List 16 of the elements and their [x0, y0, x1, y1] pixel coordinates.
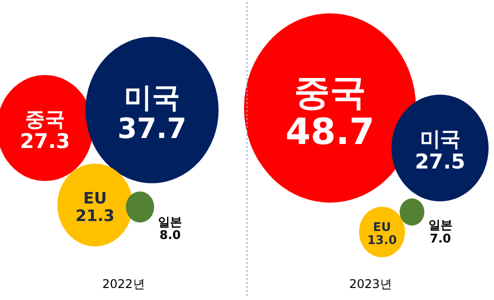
category-label: 일본 — [158, 214, 182, 229]
data-label: 8.0 — [159, 228, 181, 242]
category-label: 미국 — [420, 126, 460, 151]
category-label: EU — [373, 220, 391, 234]
data-label: 27.5 — [414, 149, 466, 174]
data-label: 21.3 — [76, 206, 114, 225]
text: 2022년 — [102, 277, 145, 291]
text: 2023년 — [349, 277, 392, 291]
category-label: EU — [83, 188, 107, 208]
data-label: 13.0 — [367, 233, 397, 247]
category-label: 일본 — [428, 218, 452, 232]
data-label: 37.7 — [118, 112, 186, 145]
data-label: 7.0 — [430, 231, 451, 246]
category-label: 중국 — [25, 106, 65, 131]
category-label: 미국 — [124, 81, 180, 114]
data-label: 27.3 — [20, 129, 70, 154]
